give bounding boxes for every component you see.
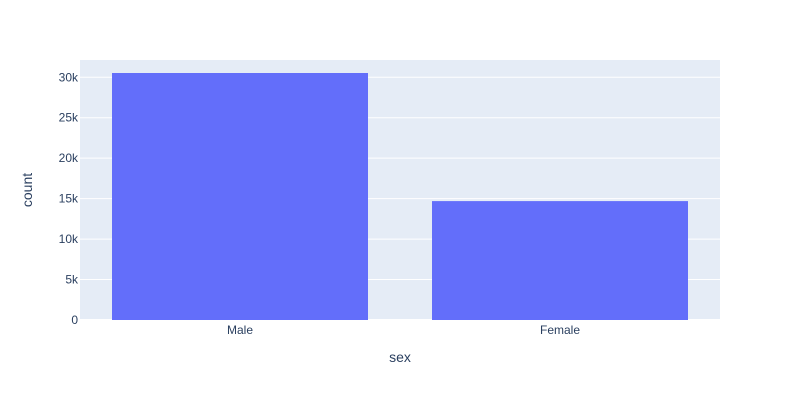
y-axis-title: count [19,173,35,207]
y-tick-label: 5k [65,273,79,287]
y-axis-ticks: 0 5k 10k 15k 20k 25k 30k [59,70,79,327]
y-tick-label: 0 [71,313,78,327]
x-tick-label: Male [227,323,253,337]
y-tick-label: 30k [59,70,79,84]
x-axis-title: sex [389,349,411,365]
y-tick-label: 25k [59,111,79,125]
x-axis-ticks: Male Female [227,323,580,337]
bars [112,73,688,320]
bar-female[interactable] [432,201,688,320]
bar-male[interactable] [112,73,368,320]
y-tick-label: 15k [59,192,79,206]
y-tick-label: 10k [59,232,79,246]
x-tick-label: Female [540,323,580,337]
y-tick-label: 20k [59,151,79,165]
